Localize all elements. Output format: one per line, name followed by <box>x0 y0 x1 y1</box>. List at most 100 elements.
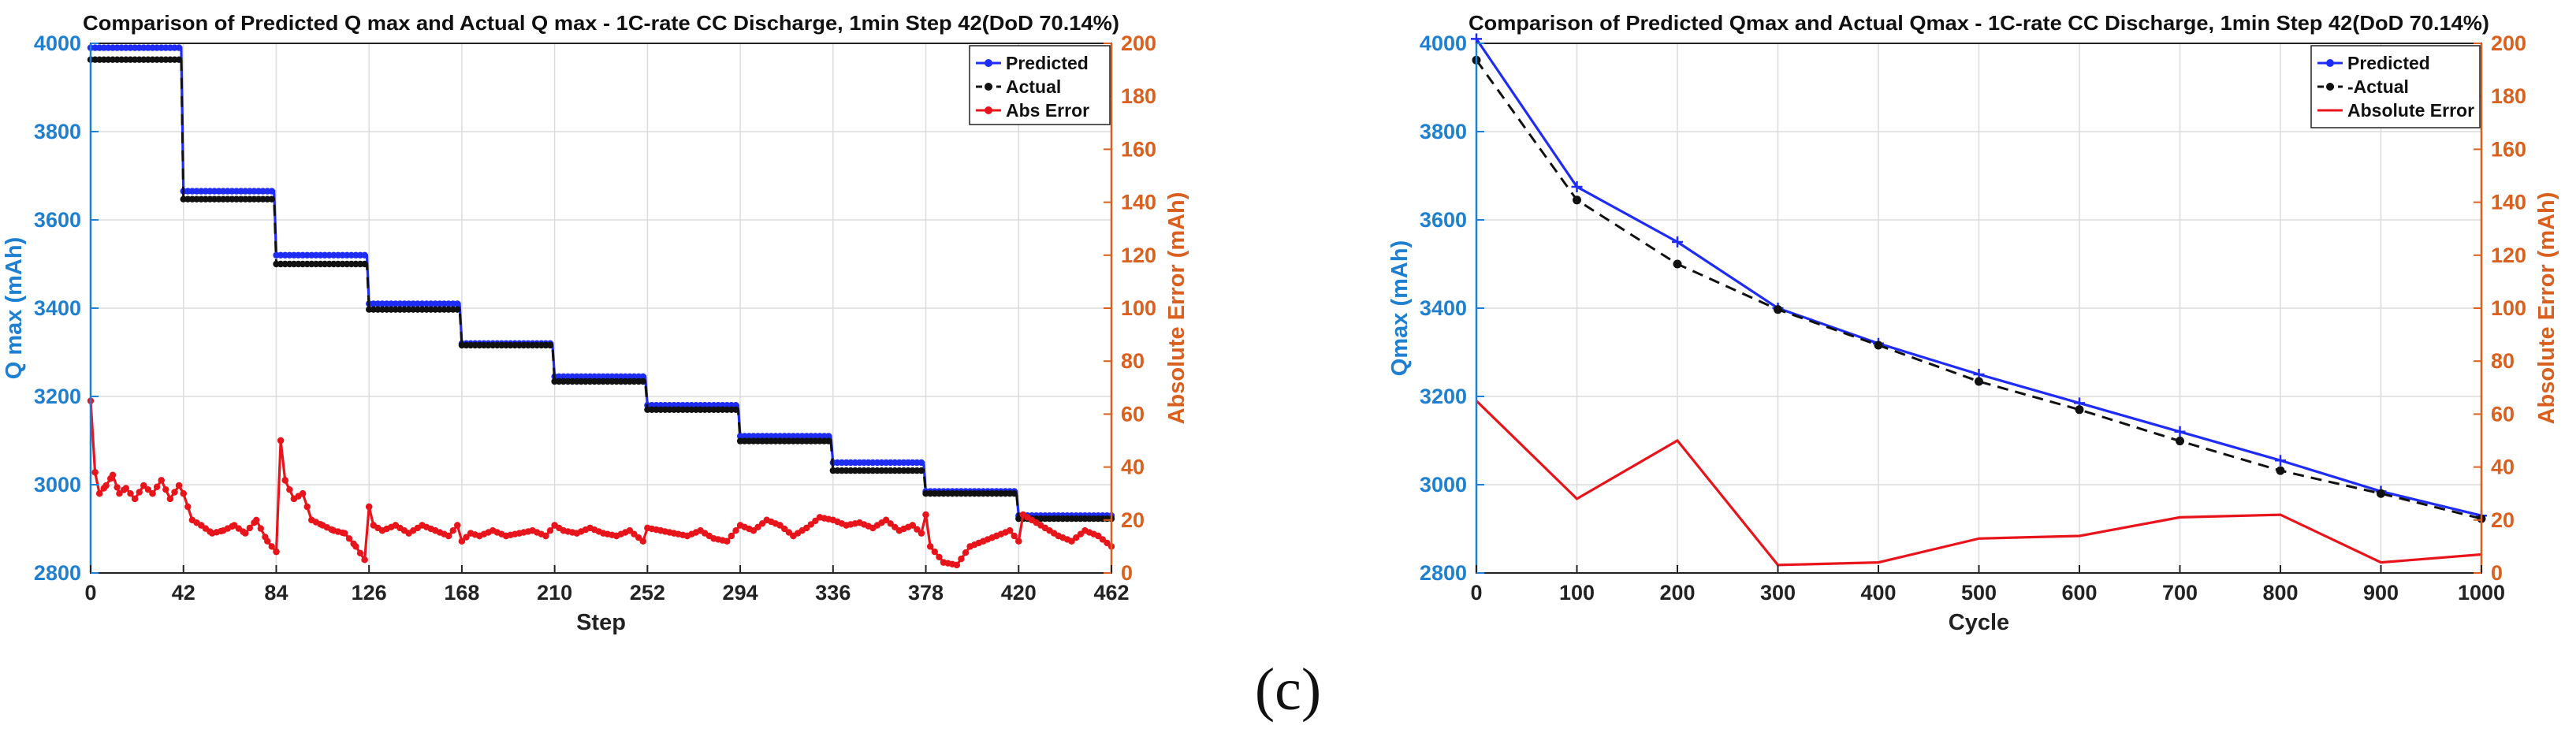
data-point-abs-error <box>1068 538 1075 545</box>
y-tick-label: 3600 <box>1420 208 1467 232</box>
data-point-abs-error <box>171 489 178 496</box>
data-point-abs-error <box>180 490 187 497</box>
data-point-abs-error <box>352 543 359 550</box>
data-point-actual <box>1874 340 1883 350</box>
data-point-abs-error <box>166 495 174 503</box>
data-point-abs-error <box>631 530 638 538</box>
data-point-abs-error <box>114 484 121 491</box>
data-point-abs-error <box>175 482 183 489</box>
x-tick-label: 100 <box>1559 581 1595 604</box>
x-tick-label: 168 <box>444 581 479 604</box>
legend-marker <box>985 59 992 67</box>
data-point-actual <box>1011 490 1018 497</box>
series-line-predicted <box>91 46 1111 517</box>
y2-tick-label: 180 <box>2491 84 2526 108</box>
data-point-abs-error <box>140 482 147 489</box>
y2-tick-label: 0 <box>1121 561 1133 585</box>
series-line-actual <box>91 58 1111 520</box>
x-tick-label: 42 <box>172 581 195 604</box>
chart-1: 0 42 84 126 168 210 252 294 336 378 420 462 2800 3000… <box>2 11 1189 635</box>
y2-tick-label: 200 <box>1121 32 1156 55</box>
y2-tick-label: 100 <box>2491 296 2526 320</box>
y-tick-label: 4000 <box>34 32 81 55</box>
y-tick-label: 3000 <box>1420 473 1467 497</box>
data-point-abs-error <box>914 526 921 533</box>
data-point-abs-error <box>264 538 271 545</box>
x-tick-label: 84 <box>264 581 288 604</box>
data-point-abs-error <box>1015 538 1022 545</box>
y2-tick-label: 80 <box>2491 349 2515 373</box>
x-tick-label: 1000 <box>2458 581 2505 604</box>
data-point-abs-error <box>91 469 99 476</box>
data-point-actual <box>2176 437 2184 446</box>
legend: Predicted -Actual Absolute Error <box>2310 45 2481 128</box>
y2-axis-label: Absolute Error (mAh) <box>1164 192 1189 425</box>
y-tick-label: 3400 <box>34 296 81 320</box>
legend-marker <box>985 83 992 91</box>
x-tick-label: 420 <box>1001 581 1037 604</box>
data-point-abs-error <box>546 527 554 534</box>
data-point-abs-error <box>257 525 264 532</box>
data-point-abs-error <box>303 503 311 511</box>
legend-label: Predicted <box>1006 53 1089 73</box>
y2-tick-label: 80 <box>1121 349 1145 373</box>
data-point-abs-error <box>724 538 731 545</box>
data-point-abs-error <box>445 532 452 540</box>
data-point-abs-error <box>758 520 766 527</box>
data-point-actual <box>454 306 461 313</box>
x-axis-label: Cycle <box>1949 610 2009 635</box>
data-point-actual <box>2276 466 2285 475</box>
chart-title: Comparison of Predicted Qmax and Actual … <box>1469 11 2489 35</box>
data-point-abs-error <box>909 522 916 529</box>
data-point-abs-error <box>162 486 169 493</box>
x-tick-label: 500 <box>1961 581 1997 604</box>
data-point-abs-error <box>732 527 739 534</box>
x-tick-label: 378 <box>908 581 944 604</box>
y2-tick-label: 60 <box>1121 402 1145 426</box>
data-point-predicted <box>825 433 832 440</box>
x-axis-label: Step <box>576 610 626 635</box>
x-tick-label: 126 <box>352 581 387 604</box>
data-point-abs-error <box>922 511 929 519</box>
y2-tick-label: 60 <box>2491 402 2515 426</box>
data-point-actual <box>825 437 832 445</box>
data-point-predicted <box>2174 426 2186 437</box>
data-point-abs-error <box>454 522 461 529</box>
data-point-abs-error <box>449 527 456 534</box>
data-point-abs-error <box>136 489 143 496</box>
y2-tick-label: 20 <box>2491 508 2515 532</box>
data-point-abs-error <box>277 437 285 445</box>
y2-tick-label: 120 <box>1121 244 1156 267</box>
data-point-abs-error <box>931 548 939 556</box>
legend-marker <box>2326 83 2334 91</box>
y-tick-label: 3200 <box>34 385 81 408</box>
data-point-abs-error <box>131 495 139 503</box>
legend-marker <box>2326 59 2334 67</box>
y-tick-label: 3000 <box>34 473 81 497</box>
y2-tick-label: 160 <box>2491 137 2526 161</box>
data-point-abs-error <box>242 530 249 537</box>
data-point-abs-error <box>918 530 925 537</box>
data-point-predicted <box>454 300 461 307</box>
y2-tick-label: 120 <box>2491 244 2526 267</box>
data-point-abs-error <box>639 538 646 545</box>
data-point-predicted <box>268 188 275 195</box>
x-tick-label: 800 <box>2262 581 2298 604</box>
data-point-abs-error <box>102 482 110 489</box>
data-point-abs-error <box>122 485 129 492</box>
y2-tick-label: 40 <box>2491 456 2515 479</box>
y2-tick-label: 140 <box>2491 191 2526 214</box>
data-point-actual <box>175 56 183 63</box>
data-point-abs-error <box>626 527 634 534</box>
y-tick-label: 3600 <box>34 208 81 232</box>
y2-tick-label: 100 <box>1121 296 1156 320</box>
data-point-predicted <box>361 251 368 259</box>
x-tick-label: 300 <box>1760 581 1796 604</box>
x-tick-label: 0 <box>1470 581 1482 604</box>
data-point-abs-error <box>127 490 134 497</box>
y2-tick-label: 180 <box>1121 84 1156 108</box>
data-point-abs-error <box>341 530 348 537</box>
data-point-actual <box>361 260 368 268</box>
data-point-abs-error <box>144 486 152 493</box>
data-point-abs-error <box>299 490 307 497</box>
